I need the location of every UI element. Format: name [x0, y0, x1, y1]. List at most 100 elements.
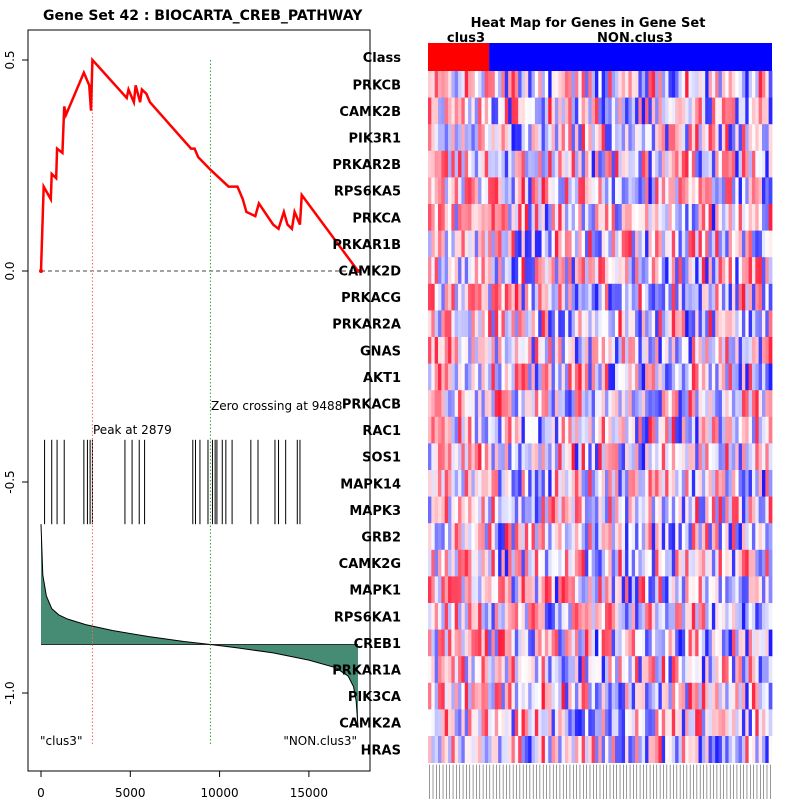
heatmap-cell — [611, 736, 616, 763]
heatmap-cell — [741, 337, 746, 364]
heatmap-cell — [578, 97, 583, 125]
heatmap-cell — [715, 576, 719, 604]
heatmap-cell — [588, 549, 593, 577]
heatmap-cell — [438, 709, 442, 737]
heatmap-cell — [431, 390, 436, 418]
heatmap-cell — [531, 177, 536, 205]
heatmap-cell — [448, 150, 452, 178]
gene-label: RAC1 — [362, 424, 401, 439]
heatmap-cell — [615, 603, 619, 630]
heatmap-cell — [768, 363, 773, 391]
heatmap-cell — [568, 576, 573, 604]
heatmap-cell — [474, 549, 479, 577]
heatmap-cell — [618, 656, 623, 684]
heatmap-cell — [438, 310, 442, 338]
heatmap-cell — [451, 736, 456, 763]
heatmap-cell — [655, 150, 659, 178]
heatmap-cell — [561, 496, 566, 524]
heatmap-cell — [528, 470, 532, 497]
heatmap-cell — [551, 470, 556, 497]
heatmap-cell — [524, 71, 529, 98]
heatmap-cell — [668, 150, 673, 178]
heatmap-cell — [574, 204, 579, 231]
heatmap-cell — [431, 736, 436, 763]
heatmap-cell — [524, 416, 529, 444]
heatmap-cell — [681, 736, 686, 763]
heatmap-cell — [591, 150, 596, 178]
heatmap-cell — [631, 337, 636, 364]
heatmap-cell — [491, 549, 496, 577]
heatmap-cell — [721, 124, 726, 152]
heatmap-cell — [481, 363, 486, 391]
heatmap-cell — [558, 150, 562, 178]
heatmap-cell — [601, 177, 606, 205]
heatmap-cell — [444, 576, 449, 604]
gene-label: PIK3R1 — [348, 132, 401, 147]
heatmap-cell — [431, 230, 436, 258]
heatmap-cell — [484, 496, 489, 524]
heatmap-cell — [768, 257, 773, 285]
heatmap-cell — [541, 283, 546, 311]
heatmap-cell — [628, 443, 633, 471]
heatmap-cell — [508, 283, 512, 311]
heatmap-cell — [678, 363, 683, 391]
heatmap-cell — [658, 443, 663, 471]
heatmap-cell — [511, 230, 516, 258]
heatmap-cell — [448, 523, 452, 551]
heatmap-cell — [488, 337, 492, 364]
heatmap-cell — [755, 629, 760, 657]
heatmap-cell — [531, 390, 536, 418]
zero-crossing-label: Zero crossing at 9488 — [211, 399, 342, 413]
heatmap-cell — [561, 603, 566, 630]
heatmap-cell — [451, 709, 456, 737]
heatmap-cell — [661, 177, 666, 205]
heatmap-cell — [651, 257, 656, 285]
heatmap-cell — [725, 150, 729, 178]
heatmap-cell — [441, 230, 446, 258]
heatmap-cell — [621, 523, 626, 551]
heatmap-cell — [514, 443, 519, 471]
heatmap-cell — [534, 337, 539, 364]
heatmap-cell — [748, 549, 753, 577]
heatmap-cell — [598, 97, 603, 125]
heatmap-cell — [648, 496, 653, 524]
heatmap-cell — [571, 682, 576, 710]
heatmap-cell — [451, 470, 456, 497]
heatmap-cell — [708, 363, 713, 391]
heatmap-cell — [541, 150, 546, 178]
heatmap-cell — [688, 204, 693, 231]
heatmap-cell — [658, 416, 663, 444]
heatmap-cell — [618, 523, 623, 551]
heatmap-cell — [431, 71, 436, 98]
heatmap-cell — [748, 709, 753, 737]
heatmap-cell — [511, 204, 516, 231]
heatmap-cell — [631, 204, 636, 231]
heatmap-cell — [658, 682, 663, 710]
heatmap-cell — [521, 230, 526, 258]
heatmap-cell — [588, 337, 593, 364]
y-tick-label: 0.0 — [3, 261, 17, 280]
heatmap-cell — [721, 523, 726, 551]
heatmap-cell — [458, 629, 462, 657]
heatmap-cell — [645, 177, 649, 205]
heatmap-cell — [678, 204, 683, 231]
heatmap-cell — [741, 443, 746, 471]
heatmap-cell — [428, 337, 432, 364]
heatmap-cell — [731, 124, 736, 152]
heatmap-cell — [625, 682, 629, 710]
heatmap-cell — [431, 709, 436, 737]
heatmap-cell — [731, 204, 736, 231]
heatmap-cell — [641, 177, 646, 205]
heatmap-cell — [618, 124, 623, 152]
heatmap-cell — [748, 337, 753, 364]
heatmap-cell — [454, 257, 459, 285]
heatmap-cell — [601, 470, 606, 497]
heatmap-cell — [531, 709, 536, 737]
heatmap-cell — [521, 363, 526, 391]
heatmap-cell — [594, 337, 599, 364]
heatmap-cell — [695, 283, 699, 311]
heatmap-row — [428, 603, 773, 630]
heatmap-cell — [581, 496, 586, 524]
heatmap-cell — [564, 443, 569, 471]
